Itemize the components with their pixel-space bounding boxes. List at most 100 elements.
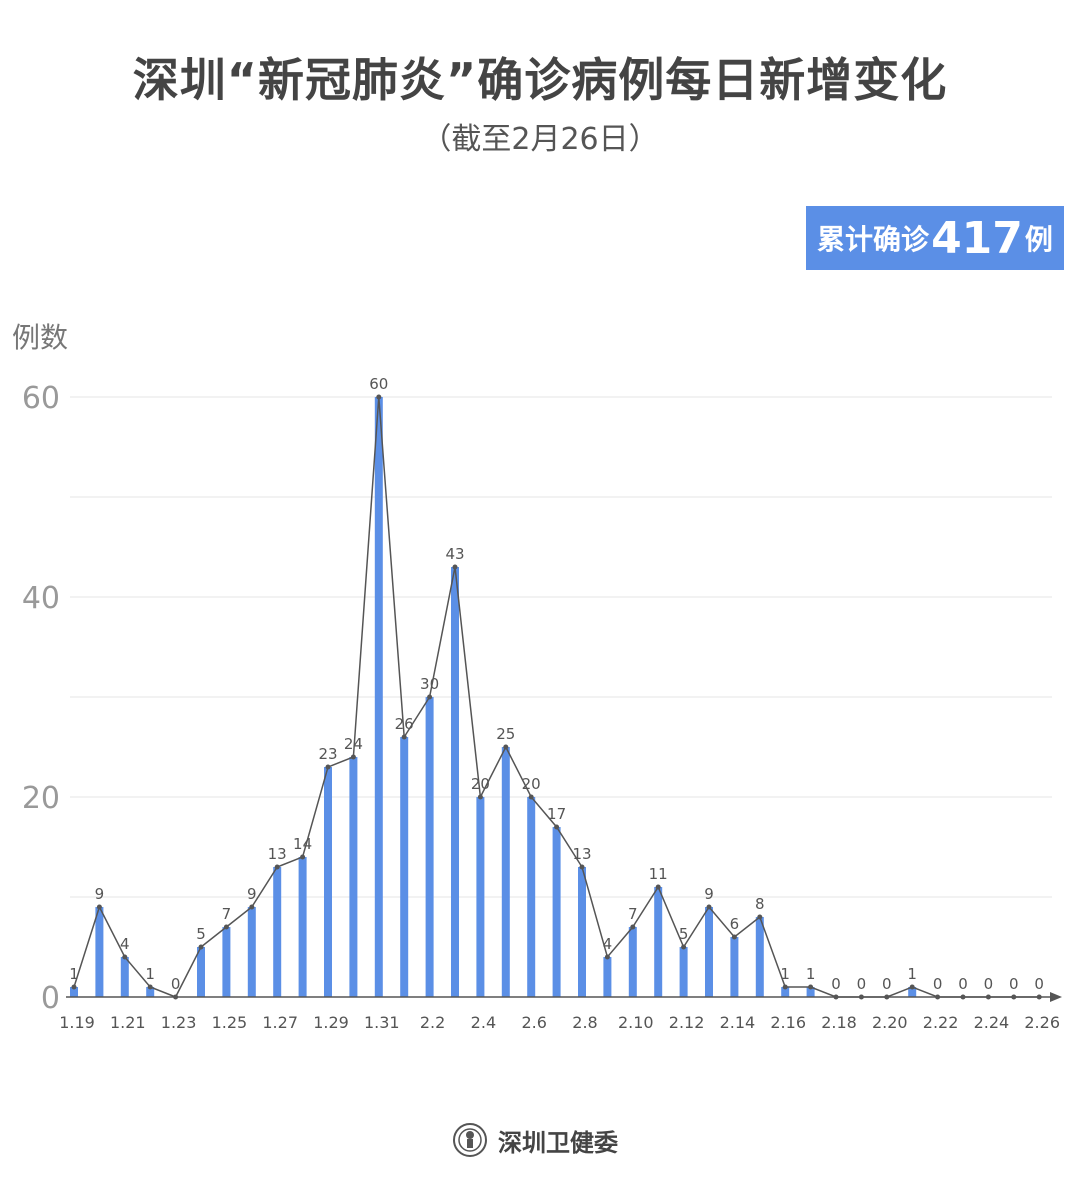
data-label: 17 [547,805,566,823]
data-point [1036,994,1042,1000]
bar [120,957,129,997]
x-tick-label: 1.21 [110,1013,146,1032]
x-tick-label: 1.23 [161,1013,197,1032]
bar [400,737,409,997]
data-point [325,764,331,770]
bar [298,857,307,997]
data-label: 0 [171,975,181,993]
data-point [1011,994,1017,1000]
x-tick-label: 1.25 [212,1013,248,1032]
x-tick-label: 2.12 [669,1013,705,1032]
bar [349,757,358,997]
data-label: 1 [806,965,816,983]
data-point [782,984,788,990]
data-label: 0 [831,975,841,993]
bar [527,797,536,997]
bar [628,927,637,997]
page-title: 深圳“新冠肺炎”确诊病例每日新增变化 [132,53,948,107]
data-label: 60 [369,375,388,393]
data-point [198,944,204,950]
data-point [274,864,280,870]
x-tick-label: 2.22 [923,1013,959,1032]
bar [197,947,205,997]
x-tick-label: 2.10 [618,1013,654,1032]
bar [908,987,917,997]
data-label: 25 [496,725,515,743]
data-label: 1 [780,965,790,983]
badge-prefix: 累计确诊 [817,223,930,256]
x-tick-label: 2.18 [821,1013,857,1032]
data-label: 4 [120,935,130,953]
data-point [604,954,610,960]
page-subtitle: （截至2月26日） [421,122,659,157]
bar [374,397,383,997]
data-point [808,984,814,990]
data-label: 7 [222,905,232,923]
y-tick-label: 40 [22,581,60,616]
bar [247,907,256,997]
data-label: 0 [882,975,892,993]
data-label: 1 [145,965,155,983]
bar [146,987,155,997]
data-label: 11 [649,865,668,883]
bar [451,567,459,997]
footer: 深圳卫健委 [452,1122,618,1158]
data-point [401,734,407,740]
data-point [427,694,433,700]
x-tick-label: 2.8 [572,1013,597,1032]
y-axis-label: 例数 [12,321,69,354]
data-label: 0 [857,975,867,993]
x-tick-label: 2.20 [872,1013,908,1032]
data-point [681,944,687,950]
bar [603,957,612,997]
data-label: 23 [318,745,337,763]
x-tick-label: 2.24 [974,1013,1010,1032]
data-label: 13 [572,845,591,863]
bar [95,907,104,997]
x-tick-label: 1.19 [59,1013,95,1032]
bar [806,987,815,997]
data-point [960,994,966,1000]
seal-logo-icon [453,1123,487,1157]
data-label: 20 [471,775,490,793]
data-label: 14 [293,835,312,853]
x-axis-arrow [1050,992,1062,1002]
bar [578,867,586,997]
bar [552,827,561,997]
footer-org: 深圳卫健委 [498,1128,618,1157]
x-tick-label: 2.26 [1024,1013,1060,1032]
data-label: 1 [907,965,917,983]
data-label: 26 [395,715,414,733]
data-point [350,754,356,760]
y-tick-label: 20 [22,781,60,816]
data-label: 4 [603,935,613,953]
data-point [833,994,839,1000]
data-label: 5 [196,925,206,943]
data-point [706,904,712,910]
bar [324,767,332,997]
data-point [452,564,458,570]
x-tick-label: 2.14 [720,1013,756,1032]
data-point [528,794,534,800]
data-point [122,954,128,960]
data-point [223,924,229,930]
x-tick-label: 1.27 [262,1013,298,1032]
data-point [630,924,636,930]
data-point [655,884,661,890]
x-tick-label: 2.6 [521,1013,546,1032]
x-tick-label: 1.31 [364,1013,400,1032]
bar-chart: 0204060194105791314232460263043202520171… [22,375,1062,1032]
bar [705,907,713,997]
data-label: 9 [247,885,257,903]
bar [501,747,510,997]
data-point [579,864,585,870]
data-label: 5 [679,925,689,943]
data-label: 13 [268,845,287,863]
bar [730,937,739,997]
data-label: 6 [730,915,740,933]
data-point [173,994,179,1000]
bar [70,987,78,997]
y-tick-label: 0 [41,981,60,1016]
data-label: 20 [522,775,541,793]
bar [781,987,790,997]
